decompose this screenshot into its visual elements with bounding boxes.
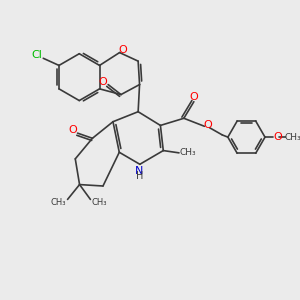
Text: CH₃: CH₃ xyxy=(285,133,300,142)
Text: O: O xyxy=(204,120,212,130)
Text: CH₃: CH₃ xyxy=(51,198,66,207)
Text: H: H xyxy=(136,171,143,181)
Text: O: O xyxy=(190,92,198,102)
Text: O: O xyxy=(99,77,107,87)
Text: Cl: Cl xyxy=(32,50,42,60)
Text: O: O xyxy=(68,125,77,135)
Text: O: O xyxy=(273,132,282,142)
Text: O: O xyxy=(118,45,127,55)
Text: N: N xyxy=(135,166,143,176)
Text: CH₃: CH₃ xyxy=(92,198,107,207)
Text: CH₃: CH₃ xyxy=(180,148,196,158)
